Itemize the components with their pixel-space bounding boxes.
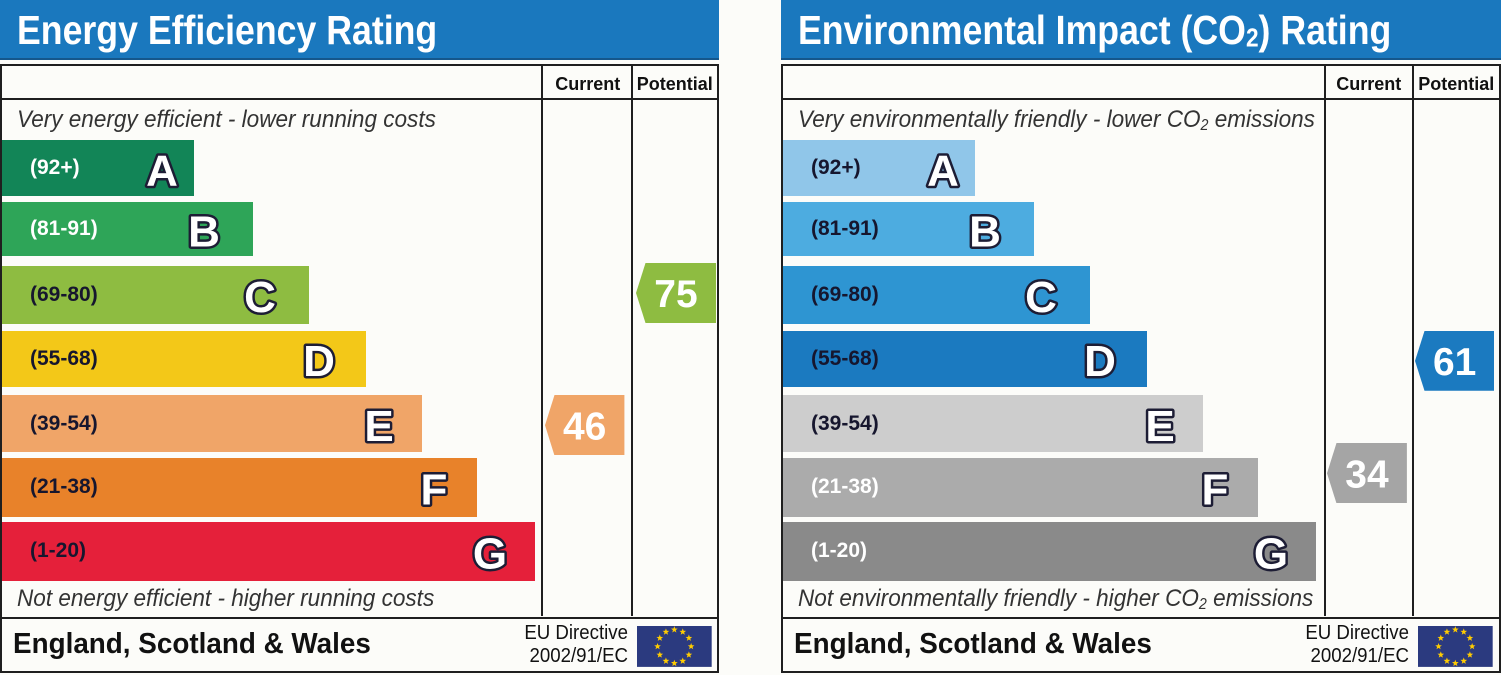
svg-text:46: 46 — [563, 405, 606, 448]
svg-text:75: 75 — [654, 273, 697, 316]
svg-text:61: 61 — [1433, 341, 1476, 384]
svg-text:34: 34 — [1346, 453, 1390, 496]
